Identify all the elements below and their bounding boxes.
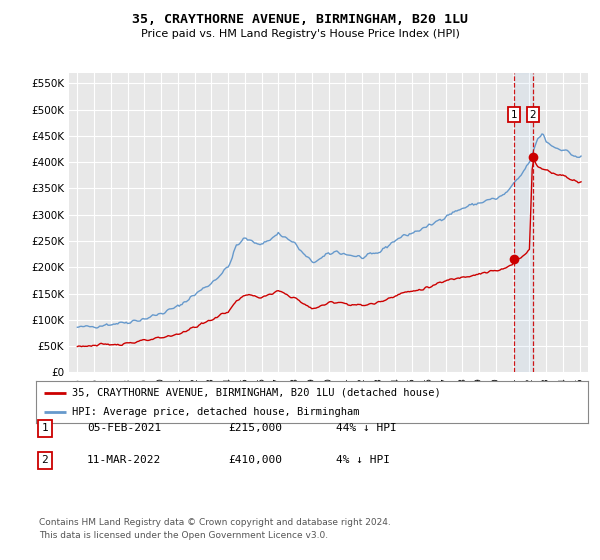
Text: £215,000: £215,000	[228, 423, 282, 433]
Text: 11-MAR-2022: 11-MAR-2022	[87, 455, 161, 465]
Bar	[514, 73, 533, 372]
Text: 35, CRAYTHORNE AVENUE, BIRMINGHAM, B20 1LU: 35, CRAYTHORNE AVENUE, BIRMINGHAM, B20 1…	[132, 13, 468, 26]
Text: HPI: Average price, detached house, Birmingham: HPI: Average price, detached house, Birm…	[72, 407, 359, 417]
Text: Contains HM Land Registry data © Crown copyright and database right 2024.
This d: Contains HM Land Registry data © Crown c…	[39, 518, 391, 540]
Text: 1: 1	[41, 423, 49, 433]
Text: 05-FEB-2021: 05-FEB-2021	[87, 423, 161, 433]
Text: Price paid vs. HM Land Registry's House Price Index (HPI): Price paid vs. HM Land Registry's House …	[140, 29, 460, 39]
Text: 35, CRAYTHORNE AVENUE, BIRMINGHAM, B20 1LU (detached house): 35, CRAYTHORNE AVENUE, BIRMINGHAM, B20 1…	[72, 388, 440, 398]
Text: 2: 2	[41, 455, 49, 465]
Text: 4% ↓ HPI: 4% ↓ HPI	[336, 455, 390, 465]
Text: £410,000: £410,000	[228, 455, 282, 465]
Text: 2: 2	[529, 110, 536, 120]
Text: 1: 1	[511, 110, 517, 120]
Text: 44% ↓ HPI: 44% ↓ HPI	[336, 423, 397, 433]
